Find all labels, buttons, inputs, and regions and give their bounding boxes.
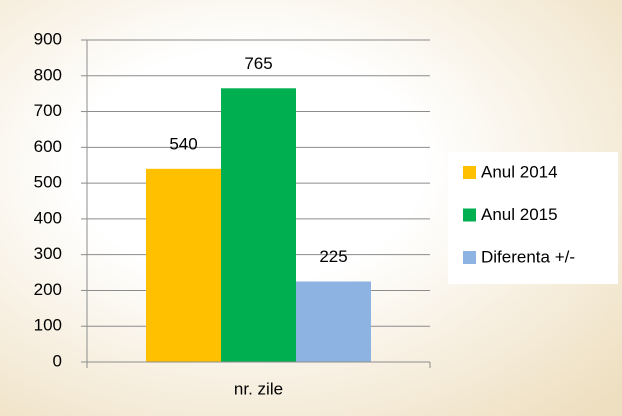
y-tick-label: 100 xyxy=(34,316,62,335)
bar xyxy=(296,281,371,362)
legend-label: Anul 2014 xyxy=(481,162,558,181)
data-label: 540 xyxy=(169,134,197,153)
bar xyxy=(146,168,221,362)
legend-swatch xyxy=(463,166,476,179)
bar xyxy=(221,88,296,363)
y-tick-label: 300 xyxy=(34,244,62,263)
y-tick-label: 0 xyxy=(53,351,62,370)
data-label: 765 xyxy=(244,54,272,73)
y-tick-label: 200 xyxy=(34,280,62,299)
legend-label: Diferenta +/- xyxy=(481,247,575,266)
y-tick-label: 800 xyxy=(34,65,62,84)
y-tick-label: 600 xyxy=(34,137,62,156)
x-tick-label: nr. zile xyxy=(234,379,283,398)
legend-swatch xyxy=(463,251,476,264)
legend-label: Anul 2015 xyxy=(481,205,558,224)
y-tick-label: 700 xyxy=(34,101,62,120)
y-tick-label: 500 xyxy=(34,173,62,192)
y-tick-label: 900 xyxy=(34,29,62,48)
legend-box xyxy=(448,152,618,284)
y-tick-label: 400 xyxy=(34,208,62,227)
legend-swatch xyxy=(463,208,476,222)
data-label: 225 xyxy=(319,247,347,266)
